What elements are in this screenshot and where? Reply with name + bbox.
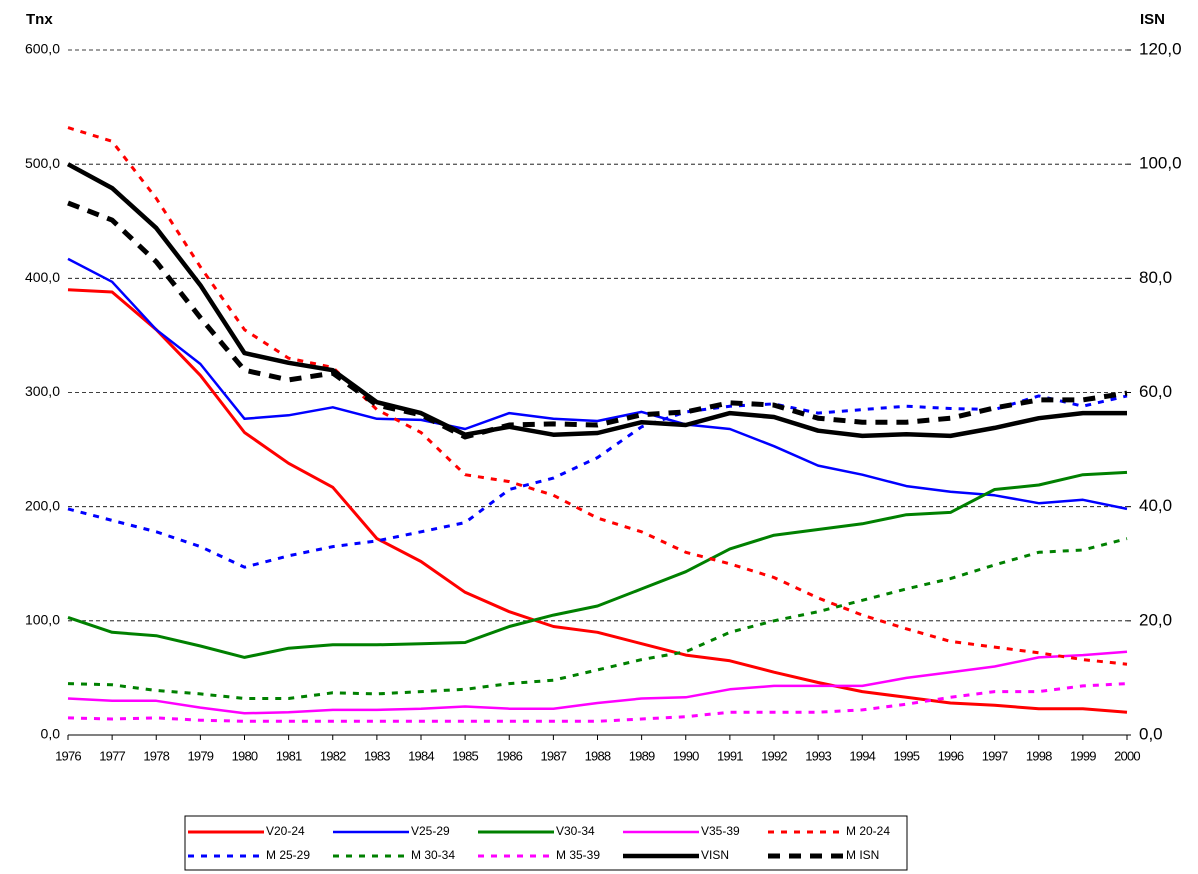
x-tick-label: 1999 — [1070, 748, 1096, 763]
x-tick-label: 1984 — [408, 748, 434, 763]
series-line — [66, 162, 1127, 439]
series-line — [67, 288, 1128, 714]
x-tick-label: 1976 — [55, 748, 81, 763]
series-line — [67, 537, 1128, 700]
legend-label: V20-24 — [266, 824, 305, 838]
x-tick-label: 1998 — [1026, 748, 1052, 763]
x-tick-label: 1981 — [276, 748, 302, 763]
legend-label: V35-39 — [701, 824, 740, 838]
legend-label: M 25-29 — [266, 848, 310, 862]
x-tick-label: 1988 — [585, 748, 611, 763]
x-tick-label: 1994 — [849, 748, 875, 763]
x-tick-label: 1980 — [232, 748, 258, 763]
y-tick-label: 100,0 — [25, 612, 60, 628]
y-tick-label: 300,0 — [25, 383, 60, 399]
x-tick-label: 2000 — [1114, 748, 1140, 763]
x-tick-label: 1991 — [717, 748, 743, 763]
legend-label: V30-34 — [556, 824, 595, 838]
y2-tick-label: 40,0 — [1139, 496, 1172, 515]
x-tick-label: 1995 — [894, 748, 920, 763]
y2-tick-label: 60,0 — [1139, 382, 1172, 401]
legend-label: M 30-34 — [411, 848, 455, 862]
y2-tick-label: 120,0 — [1139, 39, 1182, 58]
x-tick-label: 1983 — [364, 748, 390, 763]
x-tick-label: 1982 — [320, 748, 346, 763]
series-line — [67, 394, 1128, 569]
legend-label: M 20-24 — [846, 824, 890, 838]
x-tick-label: 1997 — [982, 748, 1008, 763]
x-tick-label: 1989 — [629, 748, 655, 763]
legend-label: M ISN — [846, 848, 879, 862]
x-tick-label: 1979 — [188, 748, 214, 763]
y2-tick-label: 80,0 — [1139, 268, 1172, 287]
legend-box — [184, 815, 908, 871]
series-line — [67, 257, 1128, 511]
y2-tick-label: 0,0 — [1139, 724, 1163, 743]
x-tick-label: 1986 — [496, 748, 522, 763]
x-tick-label: 1993 — [805, 748, 831, 763]
y-tick-label: 200,0 — [25, 497, 60, 513]
x-tick-label: 1990 — [673, 748, 699, 763]
x-tick-label: 1978 — [143, 748, 169, 763]
series-line — [67, 650, 1128, 715]
x-tick-label: 1992 — [761, 748, 787, 763]
x-tick-label: 1977 — [99, 748, 125, 763]
y-tick-label: 400,0 — [25, 269, 60, 285]
series-line — [67, 126, 1128, 666]
x-tick-label: 1987 — [541, 748, 567, 763]
x-tick-label: 1996 — [938, 748, 964, 763]
y-tick-label: 0,0 — [41, 726, 61, 742]
y-tick-label: 500,0 — [25, 155, 60, 171]
y2-tick-label: 20,0 — [1139, 610, 1172, 629]
y-axis-title: Tnx — [26, 11, 53, 28]
legend-label: V25-29 — [411, 824, 450, 838]
y2-tick-label: 100,0 — [1139, 154, 1182, 173]
series-line — [67, 470, 1128, 659]
x-tick-label: 1985 — [452, 748, 478, 763]
legend-label: M 35-39 — [556, 848, 600, 862]
y-tick-label: 600,0 — [25, 41, 60, 57]
legend-label: VISN — [701, 848, 729, 862]
series-line — [67, 200, 1128, 440]
y2-axis-title: ISN — [1140, 11, 1165, 28]
